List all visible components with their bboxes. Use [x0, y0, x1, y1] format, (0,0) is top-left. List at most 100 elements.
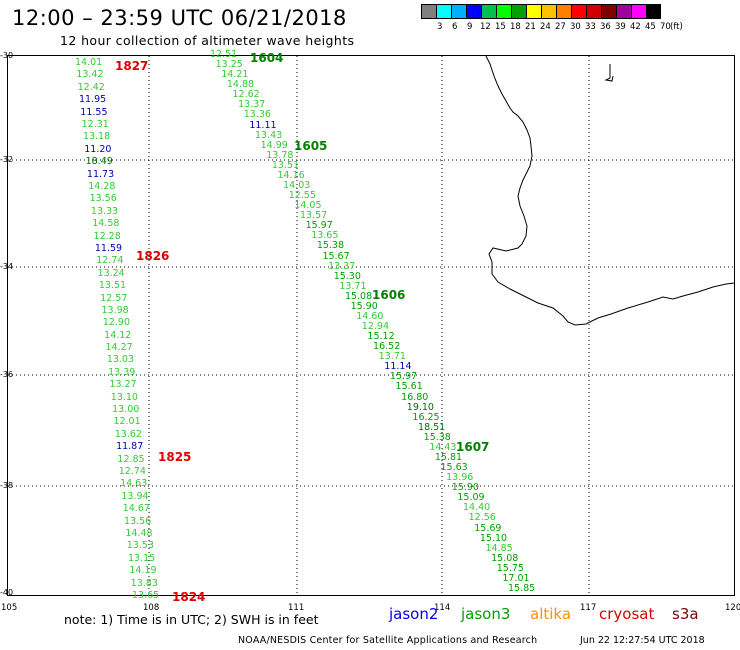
colorbar-label: 45: [645, 22, 656, 32]
legend-cryosat: cryosat: [599, 605, 655, 623]
jason3-swh-value: 14.85: [485, 542, 513, 554]
jason3-swh-value: 12.94: [361, 321, 389, 333]
cryosat-swh-value: 12.57: [100, 292, 128, 304]
jason3-swh-value: 13.78: [266, 149, 294, 161]
colorbar-swatch: [571, 4, 586, 19]
cryosat-swh-value: 11.73: [86, 168, 115, 180]
jason3-swh-value: 13.43: [254, 129, 283, 141]
lon-label: 105: [1, 603, 18, 613]
jason3-swh-value: 17.01: [502, 572, 530, 584]
colorbar-label: 42: [630, 22, 641, 32]
track-id-label: 1826: [136, 249, 170, 263]
jason3-swh-value: 14.05: [294, 200, 322, 212]
australia-coastline: [485, 55, 735, 326]
track-id-label: 1827: [115, 59, 149, 73]
jason3-swh-value: 16.80: [401, 391, 429, 403]
colorbar-label: 27: [555, 22, 566, 32]
legend-s3a: s3a: [672, 605, 699, 623]
page-subtitle: 12 hour collection of altimeter wave hei…: [60, 33, 355, 48]
jason3-swh-value: 12.62: [232, 89, 260, 101]
cryosat-swh-value: 11.87: [116, 441, 144, 453]
cryosat-swh-value: 13.27: [109, 379, 137, 391]
jason3-swh-value: 13.37: [238, 99, 266, 111]
jason3-swh-value: 15.61: [395, 381, 423, 393]
jason3-swh-value: 15.38: [423, 431, 451, 443]
footer-note: note: 1) Time is in UTC; 2) SWH is in fe…: [64, 612, 319, 627]
colorbar-swatch: [616, 4, 631, 19]
jason3-swh-value: 15.75: [496, 562, 524, 574]
legend-jason3: jason3: [461, 605, 511, 623]
legend-altika: altika: [530, 605, 572, 623]
cryosat-swh-value: 13.15: [128, 552, 156, 564]
cryosat-swh-value: 12.85: [117, 453, 145, 465]
cryosat-swh-value: 13.53: [126, 540, 154, 552]
wave-height-colorbar: [421, 4, 661, 19]
cryosat-swh-value: 13.51: [98, 280, 127, 292]
colorbar-label: 30: [570, 22, 581, 32]
jason3-swh-value: 15.90: [350, 300, 378, 312]
lat-label: -38: [0, 481, 14, 490]
cryosat-swh-value: 13.18: [82, 131, 111, 143]
colorbar-label: 36: [600, 22, 611, 32]
jason3-swh-value: 13.71: [378, 351, 406, 363]
cryosat-swh-value: 13.56: [89, 193, 117, 205]
cryosat-swh-value: 14.63: [120, 478, 148, 490]
track-id-label: 1606: [372, 288, 406, 302]
jason3-swh-value: 16.25: [412, 411, 440, 423]
jason3-swh-value: 15.12: [367, 331, 395, 343]
colorbar-swatch: [646, 4, 661, 19]
cryosat-swh-value: 14.01: [75, 57, 103, 68]
colorbar-label: 18: [510, 22, 521, 32]
jason3-swh-value: 15.30: [333, 270, 361, 282]
colorbar-swatch: [496, 4, 511, 19]
cryosat-swh-value: 14.12: [104, 329, 132, 341]
jason3-swh-value: 13.51: [271, 159, 300, 171]
cryosat-swh-value: 13.83: [130, 577, 158, 589]
cryosat-swh-value: 13.03: [106, 354, 135, 366]
jason3-swh-value: 15.81: [434, 452, 463, 464]
colorbar-swatch: [466, 4, 481, 19]
jason3-swh-value: 11.14: [384, 361, 412, 373]
jason3-swh-value: 15.08: [344, 290, 373, 302]
lon-label: 120: [725, 603, 740, 613]
cryosat-swh-value: 12.90: [102, 317, 131, 329]
colorbar-label: 33: [585, 22, 596, 32]
colorbar-swatch: [601, 4, 616, 19]
jason3-swh-value: 14.21: [221, 69, 249, 81]
jason3-swh-value: 14.03: [283, 179, 311, 191]
jason3-swh-value: 15.69: [474, 522, 502, 534]
lat-label: -36: [0, 370, 14, 379]
colorbar-swatch: [586, 4, 601, 19]
jason3-swh-value: 15.97: [305, 220, 333, 232]
cryosat-swh-value: 13.65: [132, 590, 160, 601]
legend-jason2: jason2: [389, 605, 439, 623]
cryosat-swh-value: 12.74: [96, 255, 124, 267]
jason3-swh-value: 15.63: [440, 462, 468, 474]
jason3-swh-value: 12.55: [288, 190, 316, 202]
cryosat-swh-value: 11.55: [80, 106, 108, 118]
jason3-swh-value: 14.60: [356, 310, 384, 322]
colorbar-swatch: [481, 4, 496, 19]
colorbar-label: 70: [660, 22, 671, 32]
jason3-swh-value: 12.56: [468, 512, 496, 524]
jason3-swh-value: 14.99: [260, 139, 288, 151]
jason3-swh-value: 18.51: [418, 421, 446, 433]
colorbar-swatch: [436, 4, 451, 19]
cryosat-swh-value: 13.62: [114, 428, 142, 440]
cryosat-swh-value: 13.33: [90, 205, 119, 217]
jason3-swh-value: 13.96: [446, 472, 474, 484]
colorbar-label: 15: [495, 22, 506, 32]
colorbar-swatch: [511, 4, 526, 19]
colorbar-label: 6: [452, 22, 458, 32]
colorbar-label: 3: [437, 22, 443, 32]
cryosat-swh-value: 14.67: [122, 503, 150, 515]
jason3-swh-value: 12.51: [210, 49, 238, 60]
jason3-swh-value: 13.57: [299, 210, 328, 222]
graticule: [8, 56, 734, 595]
lat-label: -34: [0, 262, 14, 271]
lon-label: 117: [580, 603, 597, 613]
jason3-swh-value: 19.10: [406, 401, 434, 413]
cryosat-swh-value: 12.31: [81, 118, 109, 130]
colorbar-swatch: [541, 4, 556, 19]
